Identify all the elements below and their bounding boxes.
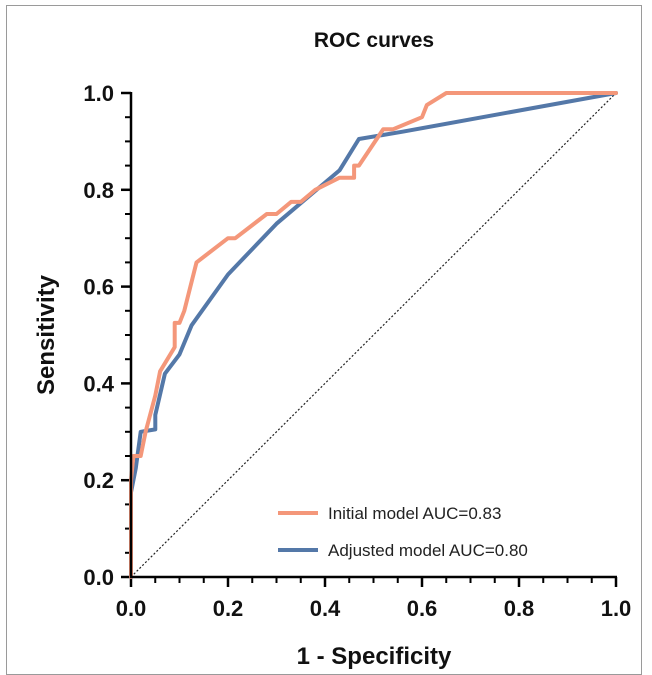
axes <box>129 92 617 579</box>
x-axis-title: 1 - Specificity <box>297 643 452 670</box>
legend-label-initial-model: Initial model AUC=0.83 <box>328 504 501 523</box>
x-tick-label: 0.2 <box>213 596 244 621</box>
x-tick-label: 0.6 <box>407 596 438 621</box>
x-tick-label: 0.4 <box>310 596 341 621</box>
chart-title: ROC curves <box>314 29 434 52</box>
x-tick-label: 0.8 <box>504 596 535 621</box>
x-tick-label: 0.0 <box>116 596 147 621</box>
series-line-initial-model <box>129 91 618 579</box>
y-tick-label: 0.0 <box>83 565 114 590</box>
chart-frame <box>6 5 642 675</box>
y-tick-label: 0.8 <box>83 178 114 203</box>
y-axis-title: Sensitivity <box>33 274 60 395</box>
y-tick-label: 1.0 <box>83 81 114 106</box>
axis-ticks: 0.0 0.2 0.4 0.6 0.8 1.0 0.0 0.2 0.4 0.6 0.8 1.0 <box>83 81 631 621</box>
legend-label-adjusted-model: Adjusted model AUC=0.80 <box>328 541 528 560</box>
y-tick-label: 0.4 <box>83 371 114 396</box>
legend: Initial model AUC=0.83 Adjusted model AU… <box>278 504 528 560</box>
series-layer <box>129 91 618 579</box>
x-tick-label: 1.0 <box>601 596 632 621</box>
y-tick-label: 0.6 <box>83 275 114 300</box>
y-tick-label: 0.2 <box>83 468 114 493</box>
